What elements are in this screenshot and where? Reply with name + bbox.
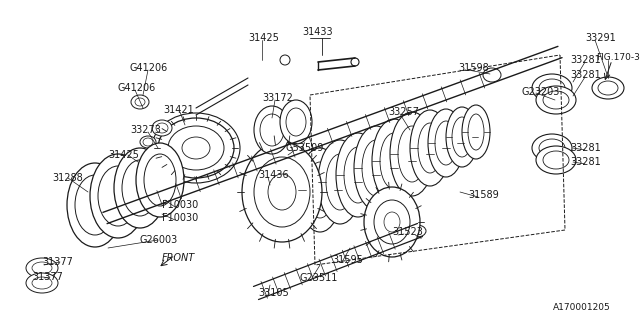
Text: FRONT: FRONT xyxy=(162,253,195,263)
Ellipse shape xyxy=(156,123,168,133)
Ellipse shape xyxy=(468,114,484,150)
Text: 31377: 31377 xyxy=(32,272,63,282)
Ellipse shape xyxy=(452,117,472,157)
Ellipse shape xyxy=(351,58,359,66)
Ellipse shape xyxy=(374,200,410,244)
Ellipse shape xyxy=(32,262,52,274)
Ellipse shape xyxy=(280,55,290,65)
Ellipse shape xyxy=(140,136,156,148)
Ellipse shape xyxy=(372,119,416,203)
Ellipse shape xyxy=(364,187,420,257)
Text: F10030: F10030 xyxy=(162,213,198,223)
Text: A170001205: A170001205 xyxy=(553,303,611,313)
Ellipse shape xyxy=(543,151,569,169)
Text: G23511: G23511 xyxy=(300,273,339,283)
Ellipse shape xyxy=(418,123,442,173)
Ellipse shape xyxy=(242,142,322,242)
Ellipse shape xyxy=(158,118,234,178)
Ellipse shape xyxy=(90,154,146,238)
Text: FIG.170-3: FIG.170-3 xyxy=(596,53,640,62)
Ellipse shape xyxy=(446,107,478,167)
Ellipse shape xyxy=(408,225,426,237)
Ellipse shape xyxy=(380,133,408,189)
Ellipse shape xyxy=(254,106,290,154)
Text: G41206: G41206 xyxy=(130,63,168,73)
Ellipse shape xyxy=(536,146,576,174)
Ellipse shape xyxy=(152,120,172,136)
Text: 33172: 33172 xyxy=(262,93,293,103)
Text: 33281: 33281 xyxy=(570,55,601,65)
Ellipse shape xyxy=(435,121,457,165)
Ellipse shape xyxy=(326,154,354,210)
Ellipse shape xyxy=(318,140,362,224)
Ellipse shape xyxy=(306,162,334,218)
Text: G26003: G26003 xyxy=(140,235,179,245)
Ellipse shape xyxy=(532,74,572,102)
Ellipse shape xyxy=(398,126,426,182)
Text: 33273: 33273 xyxy=(130,125,161,135)
Ellipse shape xyxy=(462,105,490,159)
Ellipse shape xyxy=(122,160,158,216)
Ellipse shape xyxy=(536,86,576,114)
Ellipse shape xyxy=(543,91,569,109)
Ellipse shape xyxy=(539,79,565,97)
Text: 31421: 31421 xyxy=(163,105,194,115)
Text: 33281: 33281 xyxy=(570,157,601,167)
Ellipse shape xyxy=(131,95,149,109)
Ellipse shape xyxy=(26,258,58,278)
Ellipse shape xyxy=(384,212,400,232)
Text: 33257: 33257 xyxy=(388,107,419,117)
Text: 31436: 31436 xyxy=(258,170,289,180)
Text: 31377: 31377 xyxy=(42,257,73,267)
Ellipse shape xyxy=(532,134,572,162)
Text: 31598: 31598 xyxy=(458,63,489,73)
Ellipse shape xyxy=(539,139,565,157)
Text: 31425: 31425 xyxy=(108,150,139,160)
Ellipse shape xyxy=(260,114,284,146)
Ellipse shape xyxy=(32,277,52,289)
Ellipse shape xyxy=(592,77,624,99)
Ellipse shape xyxy=(390,112,434,196)
Text: 31589: 31589 xyxy=(468,190,499,200)
Text: G41206: G41206 xyxy=(118,83,156,93)
Text: 33105: 33105 xyxy=(258,288,289,298)
Ellipse shape xyxy=(280,100,312,144)
Ellipse shape xyxy=(168,126,224,170)
Ellipse shape xyxy=(344,147,372,203)
Ellipse shape xyxy=(286,108,306,136)
Ellipse shape xyxy=(136,143,184,217)
Ellipse shape xyxy=(114,148,166,228)
Ellipse shape xyxy=(483,68,501,82)
Ellipse shape xyxy=(598,81,618,95)
Text: 33281: 33281 xyxy=(570,70,601,80)
Ellipse shape xyxy=(75,175,115,235)
Text: 31595: 31595 xyxy=(332,255,363,265)
Ellipse shape xyxy=(410,110,450,186)
Ellipse shape xyxy=(143,138,153,146)
Text: 31288: 31288 xyxy=(52,173,83,183)
Ellipse shape xyxy=(144,154,176,206)
Ellipse shape xyxy=(336,133,380,217)
Ellipse shape xyxy=(268,174,296,210)
Text: G23203: G23203 xyxy=(522,87,561,97)
Text: 31433: 31433 xyxy=(302,27,333,37)
Text: F10030: F10030 xyxy=(162,200,198,210)
Ellipse shape xyxy=(254,157,310,227)
Ellipse shape xyxy=(182,137,210,159)
Ellipse shape xyxy=(354,126,398,210)
Ellipse shape xyxy=(26,273,58,293)
Ellipse shape xyxy=(135,98,145,106)
Ellipse shape xyxy=(428,109,464,177)
Ellipse shape xyxy=(298,148,342,232)
Text: 33281: 33281 xyxy=(570,143,601,153)
Text: 31425: 31425 xyxy=(248,33,279,43)
Text: 31523: 31523 xyxy=(392,227,423,237)
Ellipse shape xyxy=(362,140,390,196)
Text: 33291: 33291 xyxy=(585,33,616,43)
Text: G53509: G53509 xyxy=(286,143,324,153)
Ellipse shape xyxy=(67,163,123,247)
Ellipse shape xyxy=(98,166,138,226)
